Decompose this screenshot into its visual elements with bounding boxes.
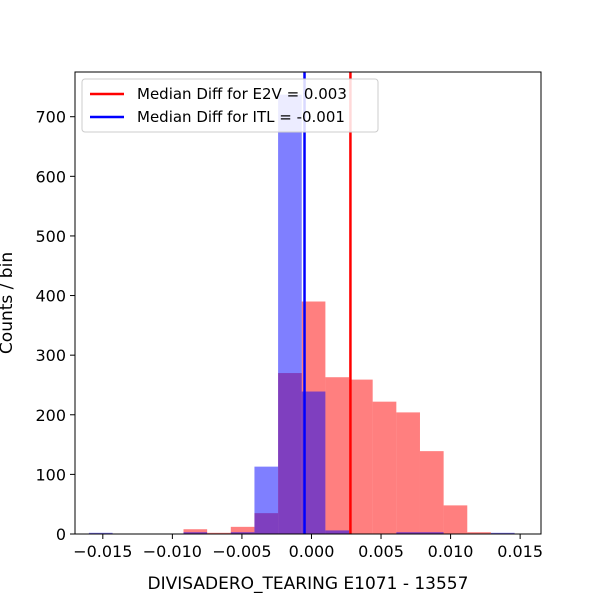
bar-e2v-6 (230, 526, 255, 534)
x-tick-label: 0.010 (428, 542, 474, 561)
bar-itl-0 (88, 532, 113, 534)
median-lines-layer (303, 72, 352, 534)
legend: Median Diff for E2V = 0.003 Median Diff f… (81, 78, 379, 133)
legend-label: Median Diff for ITL = -0.001 (137, 108, 345, 126)
y-tick-label: 200 (35, 406, 66, 425)
y-tick-label: 700 (35, 108, 66, 127)
legend-label: Median Diff for E2V = 0.003 (137, 85, 347, 103)
x-tick-label: −0.010 (143, 542, 202, 561)
bar-itl-4 (183, 532, 208, 534)
bar-itl-17 (490, 532, 515, 534)
bar-e2v-15 (443, 505, 468, 534)
y-tick-label: 500 (35, 227, 66, 246)
bar-e2v-5 (207, 532, 231, 534)
bar-e2v-4 (183, 529, 208, 534)
x-axis-ticks: −0.015 −0.010 −0.005 0.000 0.005 0.010 0.015 (73, 534, 543, 561)
x-tick-label: 0.005 (358, 542, 404, 561)
bars-layer (88, 94, 515, 535)
y-axis-ticks: 0 100 200 300 400 500 600 700 (35, 108, 75, 544)
bar-e2v-14 (419, 451, 444, 534)
y-axis-label: Counts / bin (0, 252, 17, 354)
y-tick-label: 0 (56, 525, 66, 544)
bar-itl-8 (278, 94, 302, 535)
bar-itl-9 (301, 391, 326, 534)
y-tick-label: 300 (35, 346, 66, 365)
x-tick-label: −0.015 (73, 542, 132, 561)
plot-frame (74, 71, 542, 535)
y-tick-label: 600 (35, 167, 66, 186)
bar-e2v-11 (349, 379, 373, 534)
x-axis-label: DIVISADERO_TEARING E1071 - 13557 (148, 574, 469, 594)
x-tick-label: 0.015 (497, 542, 543, 561)
bar-e2v-12 (372, 401, 397, 534)
bar-e2v-13 (396, 412, 420, 534)
bar-e2v-16 (467, 532, 491, 534)
bar-itl-6 (230, 532, 255, 534)
legend-box (81, 78, 379, 133)
x-tick-label: 0.000 (289, 542, 335, 561)
x-tick-label: −0.005 (212, 542, 271, 561)
bar-itl-13 (396, 532, 420, 534)
y-tick-label: 100 (35, 465, 66, 484)
bar-e2v-10 (325, 377, 350, 534)
bar-itl-14 (419, 532, 444, 534)
y-tick-label: 400 (35, 287, 66, 306)
bar-itl-7 (254, 466, 279, 534)
series-itl (88, 94, 515, 535)
bar-itl-10 (325, 530, 350, 534)
